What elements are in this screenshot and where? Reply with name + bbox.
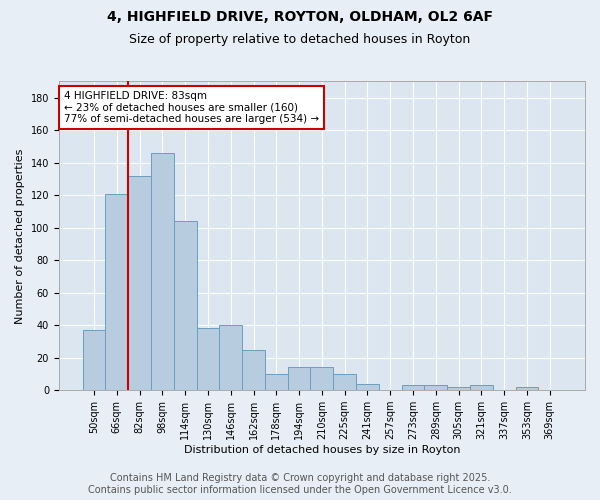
Text: 4, HIGHFIELD DRIVE, ROYTON, OLDHAM, OL2 6AF: 4, HIGHFIELD DRIVE, ROYTON, OLDHAM, OL2 … (107, 10, 493, 24)
Bar (128, 176, 151, 390)
Text: 4 HIGHFIELD DRIVE: 83sqm
← 23% of detached houses are smaller (160)
77% of semi-: 4 HIGHFIELD DRIVE: 83sqm ← 23% of detach… (64, 91, 319, 124)
X-axis label: Distribution of detached houses by size in Royton: Distribution of detached houses by size … (184, 445, 460, 455)
Bar (447, 387, 470, 390)
Bar (242, 350, 265, 390)
Bar (83, 330, 106, 390)
Bar (310, 368, 333, 390)
Bar (220, 325, 242, 390)
Bar (424, 386, 447, 390)
Bar (333, 374, 356, 390)
Bar (197, 328, 220, 390)
Bar (151, 153, 174, 390)
Bar (106, 194, 128, 390)
Bar (174, 221, 197, 390)
Bar (515, 387, 538, 390)
Bar (401, 386, 424, 390)
Text: Size of property relative to detached houses in Royton: Size of property relative to detached ho… (130, 32, 470, 46)
Y-axis label: Number of detached properties: Number of detached properties (15, 148, 25, 324)
Bar (265, 374, 288, 390)
Bar (288, 368, 310, 390)
Bar (356, 384, 379, 390)
Text: Contains HM Land Registry data © Crown copyright and database right 2025.
Contai: Contains HM Land Registry data © Crown c… (88, 474, 512, 495)
Bar (470, 386, 493, 390)
